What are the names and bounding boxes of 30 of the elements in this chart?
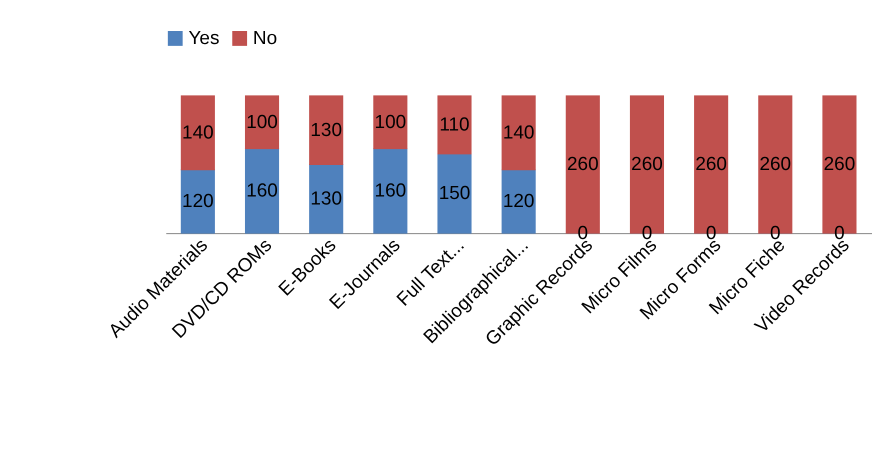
bar (437, 153, 472, 234)
data-label: 260 (824, 154, 856, 176)
bar (180, 169, 215, 234)
bar (244, 95, 280, 150)
data-label: 260 (567, 154, 599, 176)
data-label: 130 (310, 120, 342, 141)
bar (437, 95, 472, 154)
bar (502, 95, 536, 170)
data-label: 260 (695, 154, 727, 176)
bar (309, 164, 344, 234)
data-label: 260 (759, 154, 792, 176)
data-label: 100 (246, 112, 278, 133)
data-label: 160 (374, 180, 406, 202)
data-label: 130 (310, 188, 342, 210)
data-label: 160 (246, 180, 278, 202)
data-label: 150 (438, 183, 470, 204)
data-label: 120 (182, 191, 214, 212)
data-label: 260 (631, 154, 663, 176)
bar (244, 148, 280, 234)
data-label: 100 (374, 112, 406, 133)
data-label: 120 (502, 191, 534, 212)
bar (502, 169, 536, 234)
bar (373, 148, 408, 234)
data-label: 140 (502, 122, 534, 144)
legend-label: No (252, 28, 278, 50)
legend-label: Yes (188, 28, 220, 50)
data-label: 110 (439, 114, 470, 136)
data-label: 140 (182, 122, 214, 144)
bar (180, 95, 215, 170)
bar (309, 95, 344, 165)
